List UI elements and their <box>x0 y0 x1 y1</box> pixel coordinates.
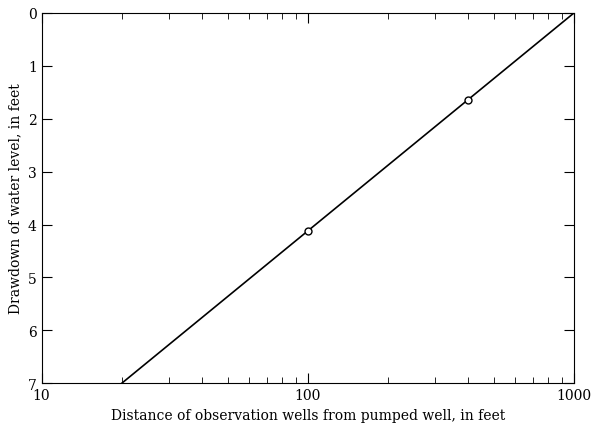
X-axis label: Distance of observation wells from pumped well, in feet: Distance of observation wells from pumpe… <box>111 408 505 422</box>
Y-axis label: Drawdown of water level, in feet: Drawdown of water level, in feet <box>8 83 22 314</box>
